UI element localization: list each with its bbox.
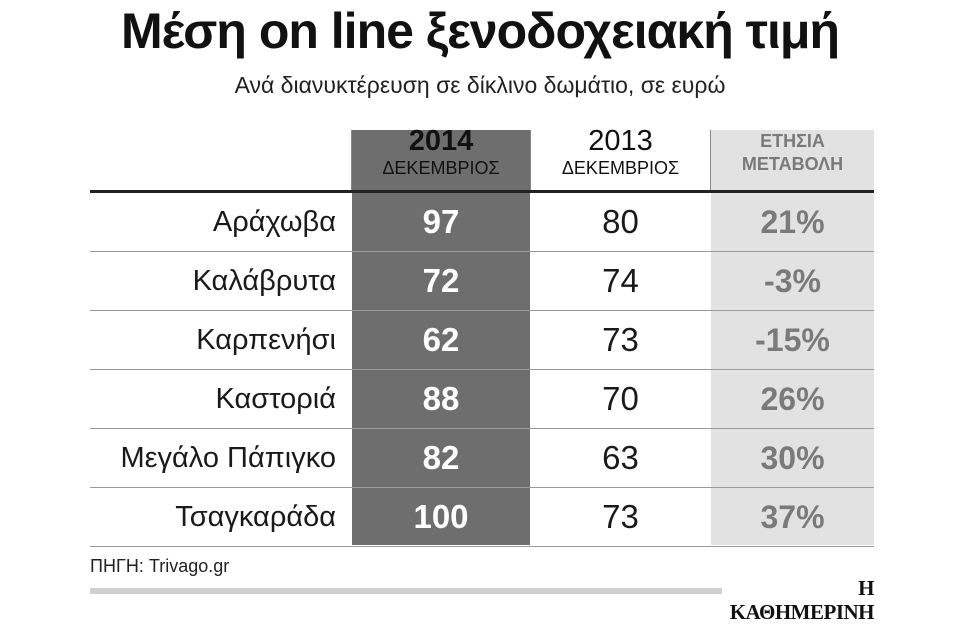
header-divider — [530, 130, 531, 190]
table-row: Καρπενήσι 62 73 -15% — [0, 311, 960, 370]
city-label: Καρπενήσι — [196, 324, 336, 356]
value-2013: 73 — [602, 321, 639, 358]
city-label: Καλάβρυτα — [192, 265, 336, 297]
value-2014: 62 — [422, 321, 460, 358]
column-header-2013-month: ΔΕΚΕΜΒΡΙΟΣ — [561, 158, 680, 178]
change-value: 21% — [760, 204, 825, 240]
column-2014-background — [352, 130, 530, 545]
footer-rule — [90, 588, 722, 594]
column-header-change-line1: ΕΤΗΣΙΑ — [760, 131, 825, 151]
table-row: Μεγάλο Πάπιγκο 82 63 30% — [0, 429, 960, 488]
column-header-2014-month: ΔΕΚΕΜΒΡΙΟΣ — [382, 158, 500, 178]
row-divider — [90, 546, 874, 547]
chart-title: Μέση on line ξενοδοχειακή τιμή — [120, 3, 840, 59]
table-row: Καλάβρυτα 72 74 -3% — [0, 252, 960, 311]
header-divider — [351, 130, 352, 190]
table-row: Καστοριά 88 70 26% — [0, 370, 960, 429]
value-2014: 97 — [422, 203, 460, 240]
change-value: -15% — [755, 322, 830, 358]
column-header-change: ΕΤΗΣΙΑ ΜΕΤΑΒΟΛΗ — [711, 130, 874, 190]
row-divider — [90, 428, 874, 429]
source-note: ΠΗΓΗ: Trivago.gr — [90, 556, 230, 576]
column-header-2014: 2014 ΔΕΚΕΜΒΡΙΟΣ — [352, 126, 530, 186]
row-divider — [90, 369, 874, 370]
change-value: -3% — [764, 263, 821, 299]
publisher-logo: Η ΚΑΘΗΜΕΡΙΝΗ — [729, 576, 875, 624]
value-2014: 88 — [422, 380, 460, 417]
city-label: Μεγάλο Πάπιγκο — [120, 442, 336, 474]
value-2014: 82 — [422, 439, 460, 476]
header-divider — [710, 130, 711, 190]
row-divider — [90, 251, 874, 252]
column-header-2014-year: 2014 — [408, 125, 474, 157]
value-2013: 80 — [602, 203, 639, 240]
column-header-change-line2: ΜΕΤΑΒΟΛΗ — [741, 154, 844, 174]
value-2013: 70 — [602, 380, 639, 417]
column-header-2013-year: 2013 — [588, 125, 653, 157]
value-2013: 63 — [602, 439, 639, 476]
table-row: Τσαγκαράδα 100 73 37% — [0, 488, 960, 547]
city-label: Αράχωβα — [212, 206, 336, 238]
change-value: 30% — [760, 440, 825, 476]
value-2014: 100 — [413, 498, 469, 535]
value-2014: 72 — [422, 262, 460, 299]
table-row: Αράχωβα 97 80 21% — [0, 193, 960, 252]
chart-subtitle: Ανά διανυκτέρευση σε δίκλινο δωμάτιο, σε… — [234, 72, 726, 98]
city-label: Καστοριά — [215, 383, 336, 415]
change-value: 26% — [760, 381, 825, 417]
row-divider — [90, 487, 874, 488]
value-2013: 73 — [602, 498, 639, 535]
city-label: Τσαγκαράδα — [175, 501, 336, 533]
column-change-background — [711, 130, 874, 545]
header-rule — [90, 190, 874, 193]
value-2013: 74 — [602, 262, 639, 299]
change-value: 37% — [760, 499, 825, 535]
row-divider — [90, 310, 874, 311]
column-header-2013: 2013 ΔΕΚΕΜΒΡΙΟΣ — [531, 126, 710, 186]
